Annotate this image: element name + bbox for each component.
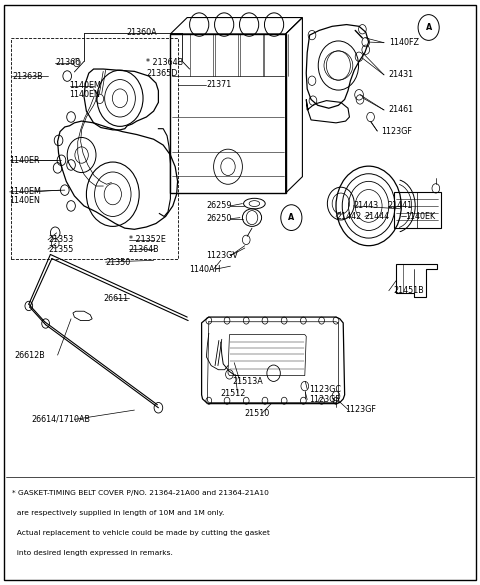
Text: 1140EM: 1140EM [70, 81, 101, 91]
Text: 21513A: 21513A [233, 377, 264, 386]
Text: 21363B: 21363B [12, 71, 43, 81]
Text: 1123GC: 1123GC [310, 384, 342, 394]
Text: 21441: 21441 [388, 201, 413, 211]
Text: A: A [288, 213, 295, 222]
Text: 1140EN: 1140EN [10, 196, 40, 205]
Text: 21364B: 21364B [129, 245, 159, 254]
Text: into desired length expressed in remarks.: into desired length expressed in remarks… [12, 550, 173, 556]
Text: * 21364B: * 21364B [146, 58, 183, 67]
Text: Actual replacement to vehicle could be made by cutting the gasket: Actual replacement to vehicle could be m… [12, 530, 270, 536]
Text: * 21352E: * 21352E [129, 235, 166, 245]
Text: * GASKET-TIMING BELT COVER P/NO. 21364-21A00 and 21364-21A10: * GASKET-TIMING BELT COVER P/NO. 21364-2… [12, 490, 269, 496]
Text: 1140AH: 1140AH [190, 264, 221, 274]
Text: 21355: 21355 [48, 245, 73, 254]
Text: 1140EN: 1140EN [70, 90, 100, 99]
Text: 26611: 26611 [103, 294, 128, 303]
Text: 21360A: 21360A [126, 27, 157, 37]
Text: 21510: 21510 [245, 409, 270, 418]
Text: 26250: 26250 [206, 214, 232, 223]
Text: 1123GF: 1123GF [310, 395, 340, 404]
Text: A: A [425, 23, 432, 32]
Text: 1140ER: 1140ER [10, 156, 40, 165]
Text: 21512: 21512 [221, 388, 246, 398]
Text: 1123GF: 1123GF [346, 405, 376, 414]
Text: 1140EK: 1140EK [406, 212, 436, 221]
Text: 21371: 21371 [206, 80, 232, 90]
Text: 21353: 21353 [48, 235, 73, 245]
Text: 21443: 21443 [353, 201, 378, 211]
Text: 26612B: 26612B [14, 350, 45, 360]
Text: 21366: 21366 [55, 58, 80, 67]
Text: 21350: 21350 [106, 257, 131, 267]
Text: 21365D: 21365D [146, 68, 178, 78]
Text: 21431: 21431 [389, 70, 414, 80]
Text: 1140EM: 1140EM [10, 187, 41, 197]
Text: 26614/1710AB: 26614/1710AB [31, 415, 90, 424]
Text: 1140FZ: 1140FZ [389, 38, 419, 47]
Text: 26259: 26259 [206, 201, 232, 211]
Text: are respectively supplied in length of 10M and 1M only.: are respectively supplied in length of 1… [12, 510, 224, 516]
Text: 1123GF: 1123GF [382, 126, 412, 136]
Text: 21442: 21442 [336, 212, 361, 221]
Text: 21444: 21444 [365, 212, 390, 221]
Text: 21451B: 21451B [394, 286, 424, 295]
Bar [11, 38, 178, 259]
Text: 21461: 21461 [389, 105, 414, 115]
Text: 1123GV: 1123GV [206, 251, 238, 260]
